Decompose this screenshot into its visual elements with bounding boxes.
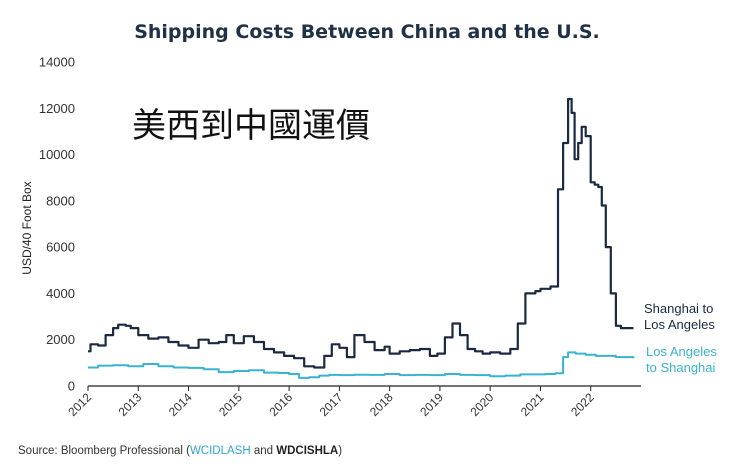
x-tick-label: 2013 — [116, 390, 145, 419]
source-prefix: Source: Bloomberg Professional ( — [18, 445, 190, 457]
source-and: and — [251, 445, 277, 457]
series-label-la-to-shanghai-line2: to Shanghai — [646, 360, 716, 375]
y-tick-label: 0 — [68, 379, 75, 394]
series-line-la-to-shanghai — [88, 351, 635, 379]
x-tick-label: 2015 — [216, 390, 245, 419]
y-tick-label: 2000 — [46, 332, 75, 347]
y-tick-label: 8000 — [46, 193, 75, 208]
series-label-shanghai-to-la-line2: Los Angeles — [644, 317, 715, 332]
source-suffix: ) — [338, 445, 342, 457]
series-layer — [88, 97, 635, 379]
y-tick-label: 14000 — [39, 55, 75, 70]
x-ticks: 2012 2013 2014 2015 2016 2017 2018 2019 2020 2021… — [65, 386, 597, 419]
overlay-chinese-caption: 美西到中國運價 — [132, 106, 370, 146]
series-label-shanghai-to-la-line1: Shanghai to — [644, 301, 713, 316]
y-axis-label: USD/40 Foot Box — [20, 181, 34, 274]
y-ticks: 0 2000 4000 6000 8000 10000 12000 14000 — [39, 55, 75, 394]
series-label-shanghai-to-la: Shanghai to Los Angeles — [644, 301, 717, 332]
x-tick-label: 2018 — [367, 390, 396, 419]
series-line-shanghai-to-la — [88, 97, 634, 369]
y-tick-label: 12000 — [39, 101, 75, 116]
x-tick-label: 2021 — [518, 390, 547, 419]
x-tick-label: 2012 — [65, 390, 94, 419]
source-code-wcidlash: WCIDLASH — [190, 445, 251, 457]
y-tick-label: 10000 — [39, 147, 75, 162]
y-tick-label: 4000 — [46, 286, 75, 301]
x-tick-label: 2014 — [166, 390, 195, 419]
series-label-la-to-shanghai: Los Angeles to Shanghai — [646, 344, 720, 375]
x-tick-label: 2020 — [468, 390, 497, 419]
x-tick-label: 2017 — [317, 390, 346, 419]
x-tick-label: 2016 — [266, 390, 295, 419]
x-tick-label: 2022 — [568, 390, 597, 419]
chart-title: Shipping Costs Between China and the U.S… — [134, 21, 600, 43]
y-tick-label: 6000 — [46, 240, 75, 255]
source-code-wdcishla: WDCISHLA — [276, 445, 338, 457]
source-note: Source: Bloomberg Professional (WCIDLASH… — [18, 445, 342, 457]
x-tick-label: 2019 — [417, 390, 446, 419]
series-label-la-to-shanghai-line1: Los Angeles — [646, 344, 717, 359]
